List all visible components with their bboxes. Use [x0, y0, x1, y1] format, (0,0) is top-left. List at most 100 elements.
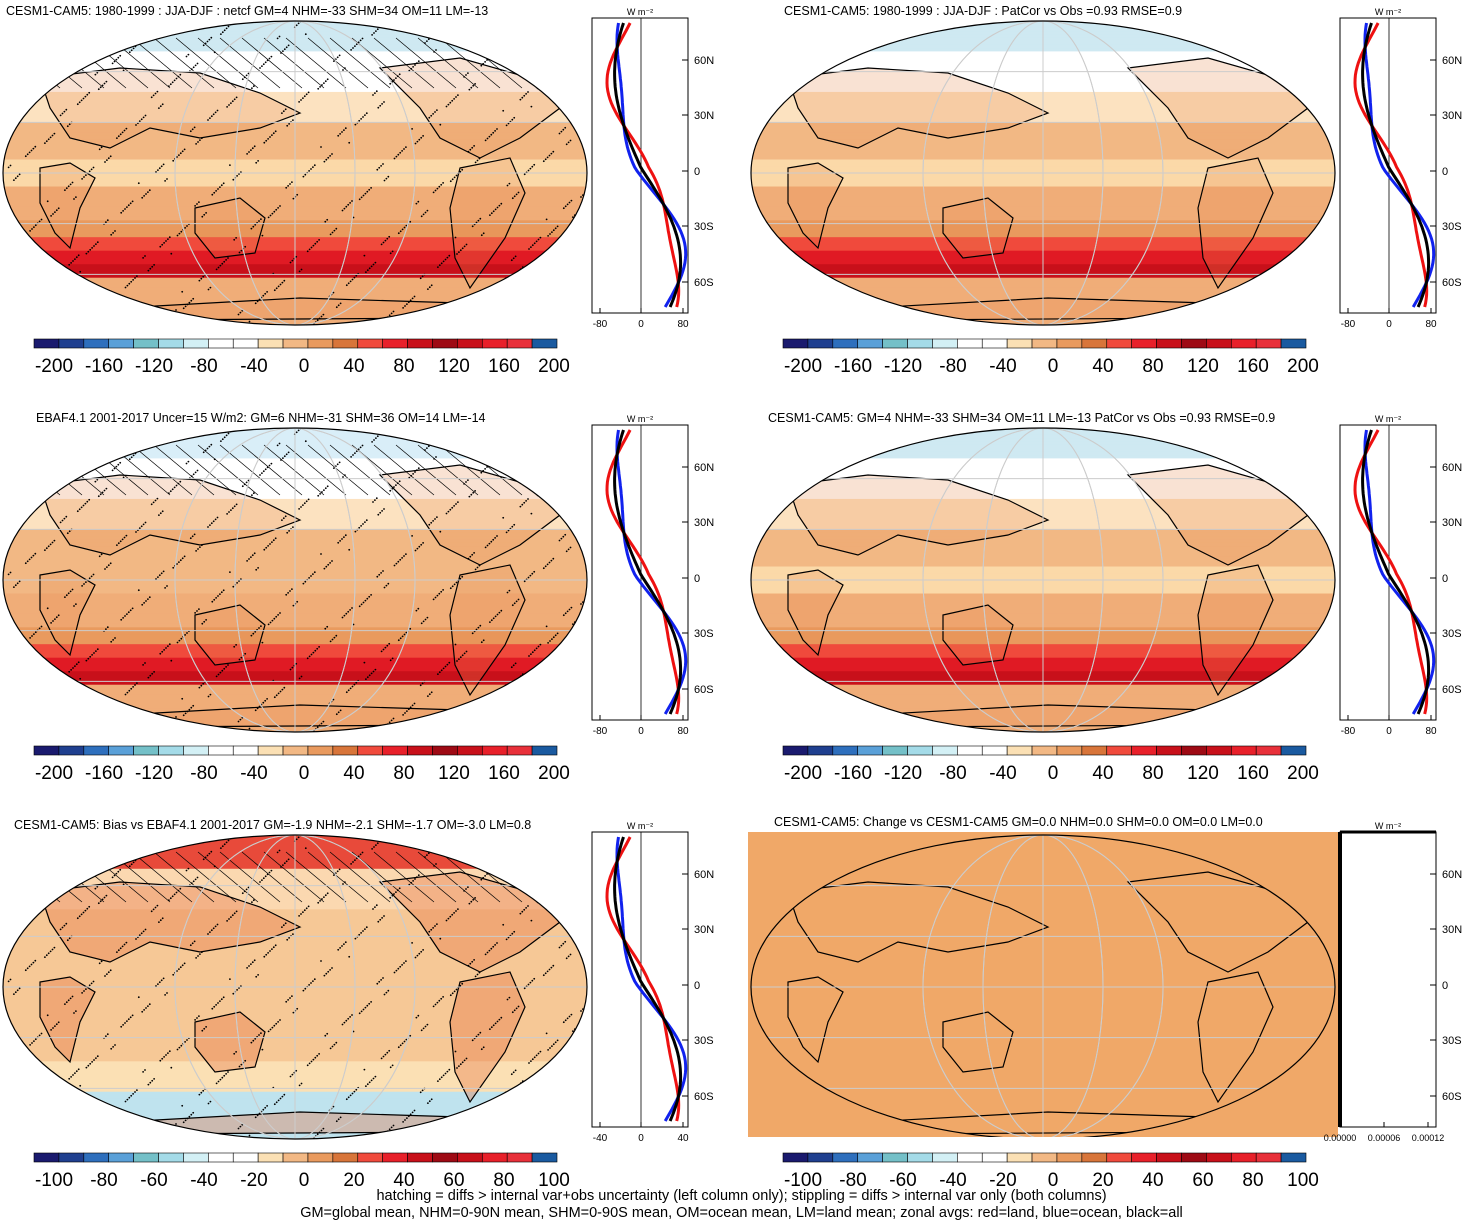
zonal-unit-label: W m⁻² — [1375, 821, 1401, 831]
colorbar-tick-label: 160 — [1237, 356, 1269, 377]
zonal-unit-label: W m⁻² — [627, 414, 653, 424]
colorbar-swatch — [808, 1153, 833, 1162]
zonal-unit-label: W m⁻² — [627, 7, 653, 17]
colorbar-swatch — [258, 746, 283, 755]
colorbar-swatch — [1032, 746, 1057, 755]
colorbar-swatch — [308, 339, 333, 348]
colorbar-tick-label: 200 — [1287, 763, 1319, 784]
colorbar-swatch — [233, 1153, 258, 1162]
colorbar-swatch — [1157, 746, 1182, 755]
colorbar-tick-label: -200 — [35, 763, 73, 784]
colorbar-swatch — [908, 1153, 933, 1162]
colorbar-tick-label: -120 — [135, 763, 173, 784]
colorbar-swatch — [1032, 1153, 1057, 1162]
colorbar-swatch — [383, 1153, 408, 1162]
colorbar-swatch — [84, 1153, 109, 1162]
colorbar-swatch — [982, 1153, 1007, 1162]
map-panel-obs-ebaf — [0, 425, 590, 735]
footnote-hatching: hatching = diffs > internal var+obs unce… — [0, 1188, 1483, 1205]
lat-tick-label: 30N — [1442, 110, 1462, 122]
colorbar-swatch — [283, 746, 308, 755]
panel-title-3: EBAF4.1 2001-2017 Uncer=15 W/m2: GM=6 NH… — [36, 411, 486, 425]
colorbar-swatch — [134, 1153, 159, 1162]
colorbar-swatch — [1132, 339, 1157, 348]
lat-tick-label: 30S — [1442, 1035, 1462, 1047]
lat-tick-label: 30S — [1442, 628, 1462, 640]
map-panel-bias — [0, 832, 590, 1142]
colorbar-swatch — [34, 746, 59, 755]
panel-title-6: CESM1-CAM5: Change vs CESM1-CAM5 GM=0.0 … — [774, 815, 1263, 829]
lat-tick-label: 30N — [1442, 517, 1462, 529]
colorbar-tick-label: -80 — [939, 356, 966, 377]
colorbar-swatch — [932, 339, 957, 348]
lat-tick-label: 0 — [1442, 166, 1448, 178]
lat-tick-label: 30S — [1442, 221, 1462, 233]
colorbar-swatch — [358, 339, 383, 348]
colorbar-tick-label: 80 — [393, 356, 414, 377]
colorbar-tick-label: 120 — [438, 356, 470, 377]
colorbar-swatch — [908, 339, 933, 348]
colorbar-swatch — [833, 339, 858, 348]
colorbar-tick-label: -120 — [884, 356, 922, 377]
colorbar-swatch — [59, 746, 84, 755]
lat-tick-label: 60S — [694, 277, 714, 289]
colorbar-swatch — [208, 746, 233, 755]
colorbar-tick-label: 40 — [1092, 763, 1113, 784]
zonal-x-tick-label: 0 — [638, 726, 644, 737]
colorbar-swatch — [908, 746, 933, 755]
colorbar-swatch — [783, 1153, 808, 1162]
colorbar-swatch — [159, 746, 184, 755]
colorbar-swatch — [833, 746, 858, 755]
colorbar-swatch — [1256, 339, 1281, 348]
colorbar-swatch — [957, 746, 982, 755]
colorbar-swatch — [183, 339, 208, 348]
colorbar-swatch — [507, 746, 532, 755]
zonal-x-tick-label: 0.00000 — [1324, 1133, 1357, 1143]
colorbar-swatch — [1107, 339, 1132, 348]
zonal-unit-label: W m⁻² — [1375, 414, 1401, 424]
colorbar-swatch — [1057, 1153, 1082, 1162]
colorbar-tick-label: 80 — [393, 763, 414, 784]
zonal-x-tick-label: -80 — [593, 319, 608, 330]
zonal-x-tick-label: 80 — [1425, 726, 1437, 737]
colorbar-tick-label: 0 — [1048, 356, 1059, 377]
colorbar-swatch — [1256, 746, 1281, 755]
colorbar-swatch — [59, 339, 84, 348]
colorbar-swatch — [1206, 746, 1231, 755]
colorbar-swatch — [883, 746, 908, 755]
lat-tick-label: 30S — [694, 1035, 714, 1047]
colorbar-swatch — [333, 746, 358, 755]
zonal-x-tick-label: 80 — [677, 726, 689, 737]
colorbar-swatch — [208, 339, 233, 348]
colorbar-swatch — [1181, 1153, 1206, 1162]
colorbar-swatch — [258, 339, 283, 348]
colorbar-swatch — [482, 1153, 507, 1162]
colorbar-swatch — [258, 1153, 283, 1162]
colorbar-swatch — [957, 339, 982, 348]
colorbar-tick-label: 40 — [343, 356, 364, 377]
colorbar-tick-label: 80 — [1142, 763, 1163, 784]
colorbar-swatch — [109, 746, 134, 755]
colorbar-swatch — [134, 746, 159, 755]
panel-title-2: CESM1-CAM5: 1980-1999 : JJA-DJF : PatCor… — [784, 4, 1182, 18]
colorbar-swatch — [1032, 339, 1057, 348]
colorbar-swatch — [1007, 339, 1032, 348]
zonal-unit-label: W m⁻² — [1375, 7, 1401, 17]
lat-tick-label: 60S — [1442, 684, 1462, 696]
lat-tick-label: 0 — [694, 166, 700, 178]
colorbar-swatch — [1256, 1153, 1281, 1162]
lat-tick-label: 60N — [1442, 869, 1462, 881]
colorbar-tick-label: 80 — [1142, 356, 1163, 377]
colorbar-swatch — [1157, 1153, 1182, 1162]
colorbar-swatch — [84, 339, 109, 348]
colorbar-swatch — [358, 1153, 383, 1162]
colorbar-tick-label: -160 — [85, 356, 123, 377]
lat-tick-label: 30S — [694, 628, 714, 640]
map-panel-model-netcf — [0, 18, 590, 328]
colorbar-tick-label: 160 — [488, 763, 520, 784]
colorbar-swatch — [308, 1153, 333, 1162]
